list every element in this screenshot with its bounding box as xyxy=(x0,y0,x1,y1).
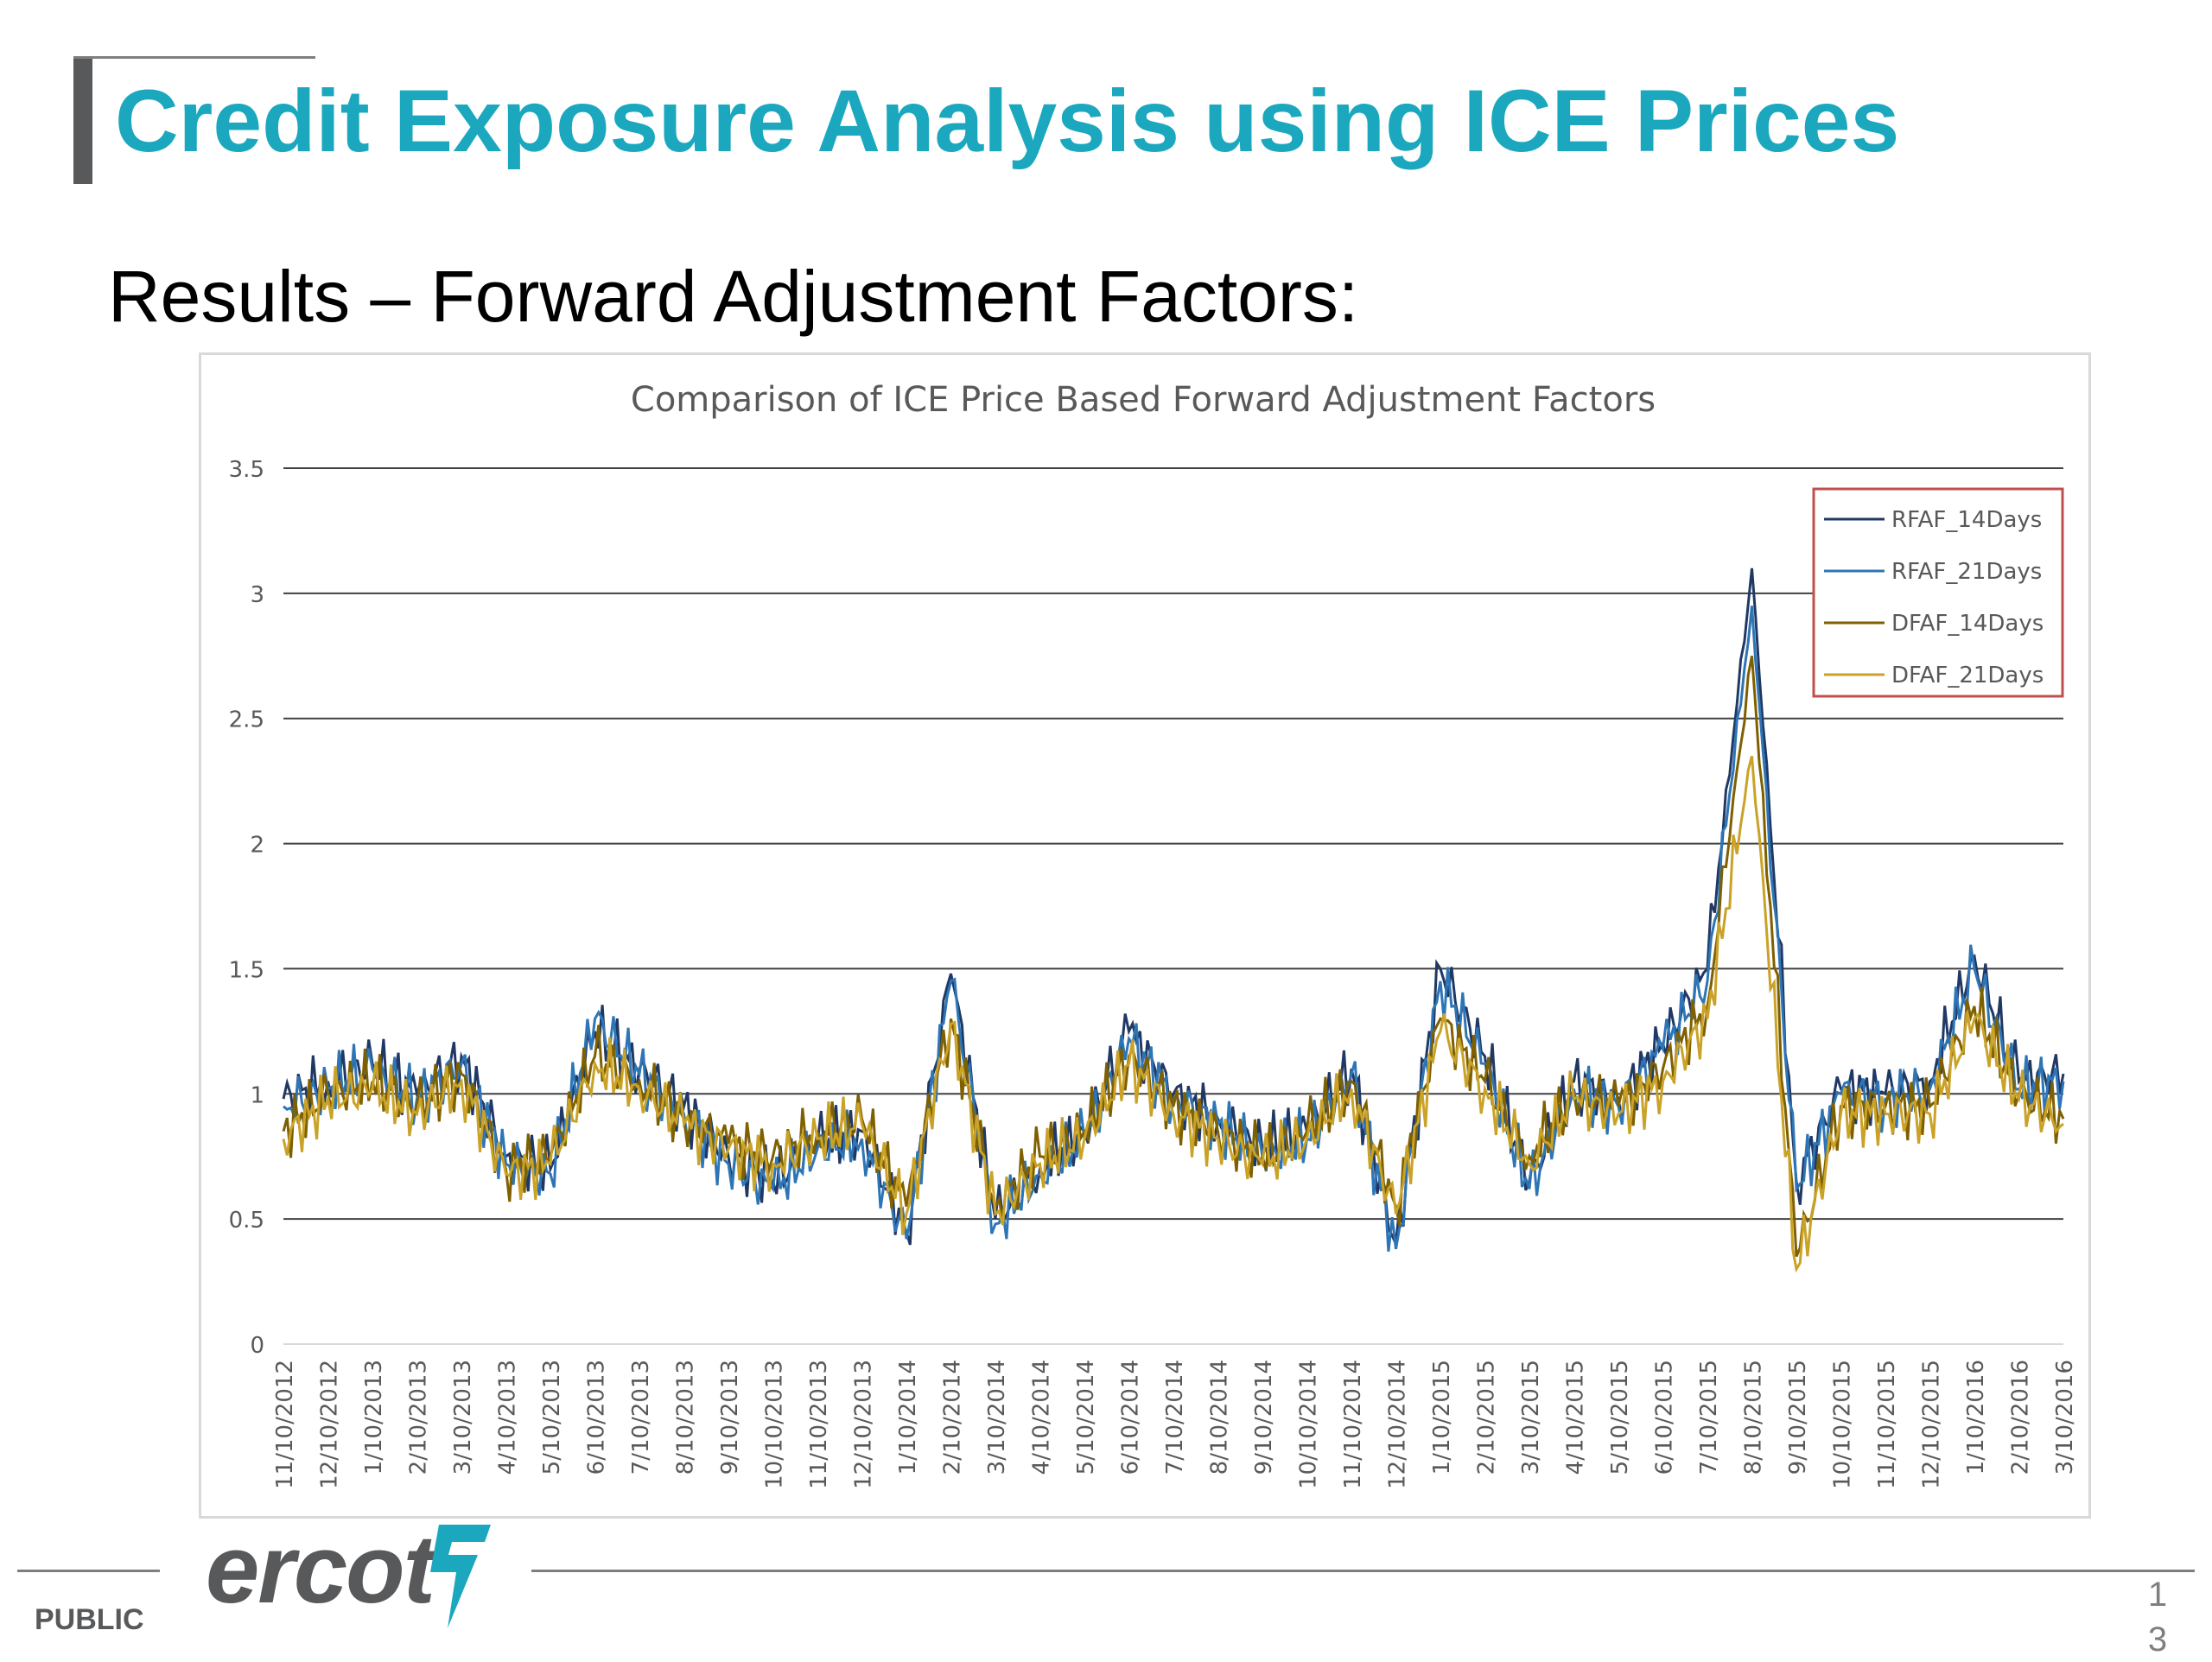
series-line-DFAF_21Days xyxy=(282,755,2064,1273)
legend-label: DFAF_14Days xyxy=(1891,611,2044,637)
logo-bolt-icon xyxy=(430,1525,491,1628)
slide-subtitle: Results – Forward Adjustment Factors: xyxy=(108,256,1359,337)
x-tick-label: 1/10/2014 xyxy=(895,1360,921,1475)
x-tick-label: 8/10/2014 xyxy=(1207,1360,1233,1475)
y-tick-label: 1 xyxy=(250,1082,264,1108)
y-tick-label: 0.5 xyxy=(229,1208,264,1234)
x-tick-label: 12/10/2012 xyxy=(317,1360,343,1489)
x-tick-label: 11/10/2013 xyxy=(806,1360,832,1489)
x-tick-label: 8/10/2013 xyxy=(673,1360,699,1475)
footer-rule-left xyxy=(17,1570,160,1572)
page-number: 1 3 xyxy=(2145,1572,2171,1662)
x-tick-label: 10/10/2015 xyxy=(1830,1360,1856,1489)
chart-container: Comparison of ICE Price Based Forward Ad… xyxy=(199,352,2091,1519)
x-tick-label: 9/10/2015 xyxy=(1785,1360,1811,1475)
series-line-RFAF_14Days xyxy=(282,568,2065,1249)
x-tick-label: 2/10/2015 xyxy=(1474,1360,1500,1475)
legend-label: RFAF_21Days xyxy=(1891,559,2042,585)
x-tick-label: 6/10/2013 xyxy=(584,1360,610,1475)
x-tick-label: 11/10/2014 xyxy=(1340,1360,1366,1489)
x-tick-label: 4/10/2014 xyxy=(1029,1360,1055,1475)
x-tick-label: 12/10/2013 xyxy=(851,1360,877,1489)
legend-box xyxy=(1812,487,2064,698)
y-tick-label: 3.5 xyxy=(229,457,264,483)
footer-rule-right xyxy=(531,1570,2195,1572)
x-tick-label: 9/10/2013 xyxy=(717,1360,743,1475)
ercot-logo: ercot xyxy=(206,1513,499,1634)
x-tick-label: 5/10/2013 xyxy=(539,1360,565,1475)
x-tick-label: 11/10/2012 xyxy=(272,1360,298,1489)
legend-label: DFAF_21Days xyxy=(1891,663,2044,688)
gridlines xyxy=(283,467,2063,1345)
y-tick-label: 2 xyxy=(250,833,264,859)
legend: RFAF_14Days RFAF_21Days DFAF_14Days DFAF_21… xyxy=(1812,487,2064,698)
x-tick-label: 3/10/2015 xyxy=(1518,1360,1544,1475)
y-axis-ticks: 0 0.5 1 1.5 2 2.5 3 3.5 xyxy=(229,457,264,1359)
logo-wordmark: ercot xyxy=(206,1515,435,1623)
x-tick-label: 7/10/2015 xyxy=(1696,1360,1722,1475)
footer-public-label: PUBLIC xyxy=(35,1603,144,1636)
x-tick-label: 1/10/2013 xyxy=(361,1360,387,1475)
x-tick-label: 12/10/2015 xyxy=(1919,1360,1945,1489)
x-tick-label: 3/10/2014 xyxy=(984,1360,1010,1475)
line-chart: Comparison of ICE Price Based Forward Ad… xyxy=(229,380,2078,1489)
x-tick-label: 10/10/2013 xyxy=(762,1360,788,1489)
x-tick-label: 2/10/2016 xyxy=(2008,1360,2034,1475)
x-tick-label: 10/10/2014 xyxy=(1296,1360,1322,1489)
x-tick-label: 11/10/2015 xyxy=(1874,1360,1900,1489)
x-tick-label: 1/10/2016 xyxy=(1963,1360,1989,1475)
x-tick-label: 5/10/2015 xyxy=(1607,1360,1633,1475)
series-lines xyxy=(282,568,2065,1273)
x-tick-label: 2/10/2013 xyxy=(406,1360,432,1475)
x-tick-label: 4/10/2013 xyxy=(495,1360,521,1475)
y-tick-label: 3 xyxy=(250,582,264,608)
slide-title: Credit Exposure Analysis using ICE Price… xyxy=(115,72,1900,170)
page-number-line2: 3 xyxy=(2147,1621,2168,1659)
x-tick-label: 3/10/2016 xyxy=(2052,1360,2078,1475)
x-tick-label: 5/10/2014 xyxy=(1073,1360,1099,1475)
series-line-RFAF_21Days xyxy=(283,606,2065,1252)
x-tick-label: 8/10/2015 xyxy=(1741,1360,1767,1475)
x-tick-label: 3/10/2013 xyxy=(450,1360,476,1475)
x-tick-label: 6/10/2015 xyxy=(1652,1360,1678,1475)
x-tick-label: 7/10/2014 xyxy=(1162,1360,1188,1475)
y-tick-label: 1.5 xyxy=(229,957,264,983)
y-tick-label: 0 xyxy=(250,1333,264,1359)
x-axis-ticks: 11/10/2012 12/10/2012 1/10/2013 2/10/2013 3/… xyxy=(272,1360,2078,1489)
x-tick-label: 2/10/2014 xyxy=(940,1360,966,1475)
x-tick-label: 6/10/2014 xyxy=(1118,1360,1144,1475)
legend-label: RFAF_14Days xyxy=(1891,507,2042,533)
x-tick-label: 9/10/2014 xyxy=(1251,1360,1277,1475)
y-tick-label: 2.5 xyxy=(229,707,264,733)
x-tick-label: 4/10/2015 xyxy=(1563,1360,1589,1475)
chart-title: Comparison of ICE Price Based Forward Ad… xyxy=(631,380,1656,420)
title-accent-bar xyxy=(73,56,92,184)
x-tick-label: 1/10/2015 xyxy=(1429,1360,1455,1475)
page-number-line1: 1 xyxy=(2147,1576,2168,1614)
series-line-DFAF_14Days xyxy=(282,656,2065,1258)
title-accent-rule xyxy=(73,56,315,59)
x-tick-label: 7/10/2013 xyxy=(628,1360,654,1475)
x-tick-label: 12/10/2014 xyxy=(1385,1360,1411,1489)
